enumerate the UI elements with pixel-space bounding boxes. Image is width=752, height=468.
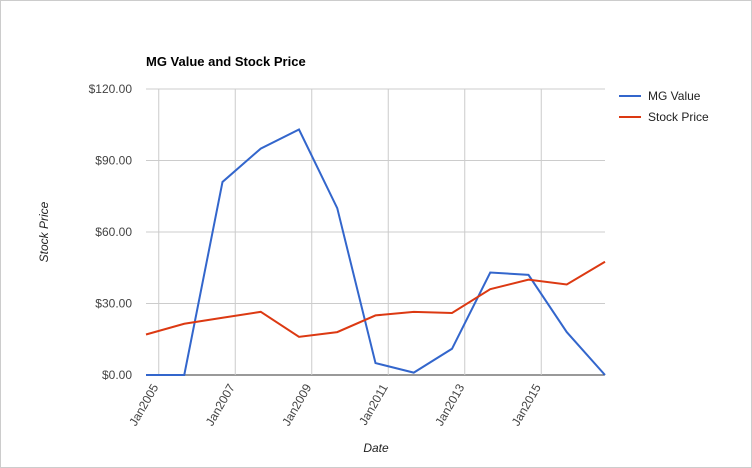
x-axis-title: Date bbox=[363, 441, 389, 455]
series-line bbox=[146, 128, 606, 376]
y-tick-label: $60.00 bbox=[95, 225, 132, 239]
chart-title: MG Value and Stock Price bbox=[146, 54, 306, 69]
y-tick-label: $120.00 bbox=[89, 82, 133, 96]
y-axis-title: Stock Price bbox=[37, 201, 51, 262]
y-tick-label: $0.00 bbox=[102, 368, 132, 382]
y-tick-label: $30.00 bbox=[95, 297, 132, 311]
legend-label: Stock Price bbox=[648, 110, 709, 124]
series-line bbox=[145, 260, 606, 338]
y-tick-label: $90.00 bbox=[95, 154, 132, 168]
legend-label: MG Value bbox=[648, 89, 701, 103]
